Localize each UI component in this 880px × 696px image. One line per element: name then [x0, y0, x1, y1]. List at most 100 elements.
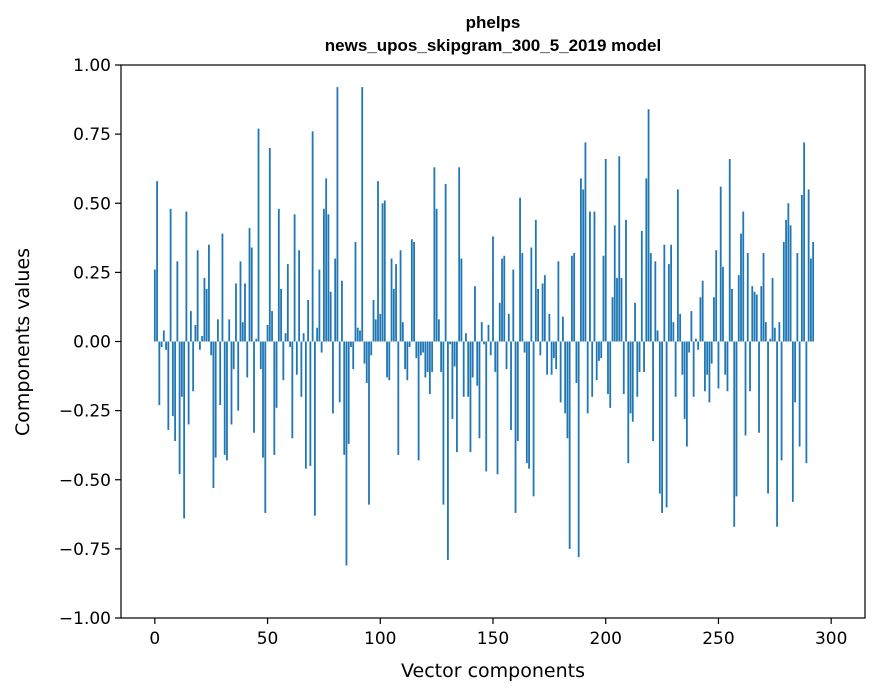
bar-component-123: [431, 341, 434, 372]
x-tick-label: 0: [149, 629, 160, 649]
bar-component-209: [625, 219, 627, 342]
bar-component-16: [189, 311, 192, 342]
bar-component-5: [165, 341, 167, 350]
y-tick-label: 0.75: [73, 125, 111, 145]
bar-component-68: [307, 300, 310, 342]
bar-component-229: [670, 244, 673, 342]
x-tick-label: 300: [815, 629, 847, 649]
bar-component-149: [489, 341, 492, 356]
bar-component-258: [735, 341, 738, 497]
bar-component-115: [413, 241, 415, 342]
bar-component-105: [390, 258, 393, 342]
y-tick-label: −1.00: [59, 609, 111, 629]
bar-component-30: [221, 233, 224, 342]
bar-component-127: [440, 341, 443, 372]
bar-component-56: [280, 288, 282, 342]
bar-component-281: [787, 203, 790, 342]
bar-component-225: [661, 341, 663, 513]
bar-component-246: [708, 341, 711, 403]
bar-component-136: [460, 258, 463, 342]
bar-component-98: [374, 319, 377, 342]
bar-component-290: [807, 189, 810, 342]
bar-component-53: [273, 341, 276, 455]
bar-component-144: [478, 341, 481, 439]
bar-component-196: [595, 341, 598, 381]
bar-component-130: [447, 341, 449, 560]
bar-component-11: [178, 341, 181, 475]
bar-component-218: [645, 178, 648, 342]
bar-component-133: [453, 341, 456, 367]
bar-component-124: [433, 167, 436, 342]
bar-component-99: [377, 181, 379, 342]
x-axis-ticks: 0 50 100 150 200 250 300: [149, 618, 847, 649]
bar-component-125: [435, 208, 438, 342]
bar-component-134: [456, 341, 458, 453]
bar-component-89: [354, 241, 357, 342]
bar-component-84: [343, 341, 346, 455]
bar-component-182: [564, 341, 567, 414]
bar-component-260: [740, 233, 742, 342]
bar-component-203: [611, 297, 614, 342]
bar-component-275: [773, 327, 776, 342]
bar-component-116: [415, 341, 418, 359]
y-tick-label: −0.75: [59, 540, 111, 560]
bar-component-126: [437, 319, 440, 342]
bar-component-121: [426, 341, 429, 372]
bar-component-81: [336, 87, 339, 342]
bar-component-112: [406, 341, 409, 381]
bar-component-92: [361, 87, 364, 342]
bar-component-234: [681, 341, 684, 375]
bar-component-147: [485, 341, 488, 472]
bar-component-165: [525, 341, 528, 464]
bar-component-160: [514, 341, 517, 513]
bar-component-220: [649, 253, 652, 342]
bar-component-77: [327, 214, 330, 342]
bar-component-240: [695, 338, 697, 342]
bar-component-257: [733, 341, 736, 527]
bar-component-129: [444, 183, 447, 342]
bar-component-228: [667, 264, 670, 342]
bar-component-256: [731, 288, 733, 342]
bar-component-22: [203, 277, 206, 342]
bar-component-74: [320, 341, 323, 353]
y-tick-label: 0.25: [73, 263, 111, 283]
bar-component-46: [257, 128, 260, 342]
bar-component-43: [250, 247, 253, 342]
bar-component-280: [785, 219, 787, 342]
bar-component-267: [755, 294, 758, 342]
bar-component-95: [368, 341, 370, 505]
bar-component-66: [302, 333, 305, 342]
bar-component-153: [498, 302, 501, 342]
bar-component-97: [372, 300, 375, 342]
bar-component-253: [724, 341, 727, 375]
bar-component-10: [176, 261, 179, 342]
bar-component-282: [789, 225, 792, 342]
bar-component-91: [359, 330, 361, 342]
bar-component-103: [386, 341, 388, 378]
bar-component-117: [417, 341, 420, 461]
bar-component-254: [726, 341, 729, 392]
bar-component-51: [268, 147, 271, 342]
bar-component-223: [656, 330, 659, 342]
bar-component-101: [381, 203, 384, 342]
bar-component-181: [561, 316, 564, 342]
bar-component-249: [715, 250, 718, 342]
bar-component-111: [404, 341, 406, 370]
bar-component-222: [654, 261, 657, 342]
bar-component-27: [214, 341, 217, 458]
bar-component-90: [356, 327, 359, 342]
bar-component-231: [674, 341, 677, 397]
bar-component-157: [507, 313, 510, 342]
bar-component-4: [162, 330, 165, 342]
bar-component-172: [541, 283, 544, 342]
bar-component-87: [350, 341, 352, 348]
bar-component-202: [609, 341, 612, 408]
bar-component-34: [230, 341, 233, 425]
bar-component-37: [237, 341, 240, 411]
bar-component-17: [192, 341, 195, 392]
y-tick-label: −0.50: [59, 471, 111, 491]
bar-component-109: [399, 250, 402, 342]
bar-component-241: [697, 341, 700, 350]
chart-title-line-1: phelps: [466, 13, 521, 32]
bar-component-23: [205, 288, 208, 342]
